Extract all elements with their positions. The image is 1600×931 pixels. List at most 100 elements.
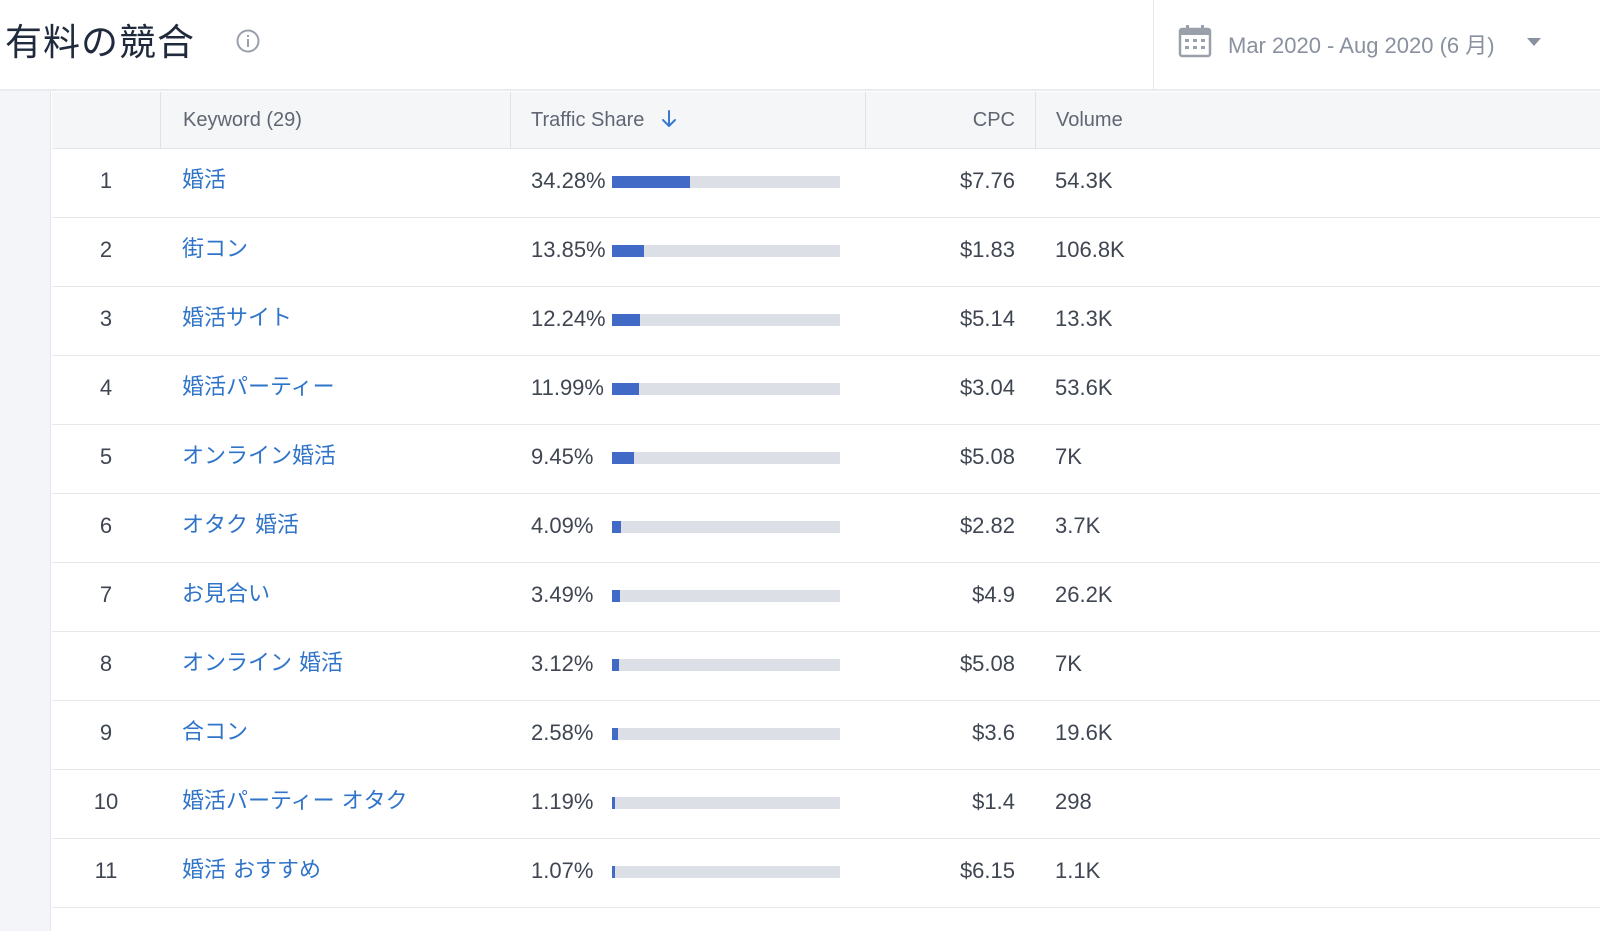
table-header: Keyword (29) Traffic Share CPC Volume <box>52 92 1600 149</box>
cpc-value: $3.6 <box>972 720 1015 745</box>
cpc-value: $4.9 <box>972 582 1015 607</box>
date-range-label: Mar 2020 - Aug 2020 (6 月) <box>1228 33 1495 58</box>
volume-value: 26.2K <box>1055 582 1113 607</box>
traffic-share-bar-fill <box>612 797 615 809</box>
header-volume-label: Volume <box>1056 109 1123 131</box>
page-header: 有料の競合 Mar 2020 - Aug 2020 (6 月) <box>0 0 1600 91</box>
traffic-share-bar-fill <box>612 176 690 188</box>
keyword-link[interactable]: 婚活サイト <box>182 306 293 331</box>
header-traffic-share[interactable]: Traffic Share <box>510 92 865 149</box>
traffic-share-bar <box>612 383 840 395</box>
traffic-share-bar-fill <box>612 452 634 464</box>
keywords-table: Keyword (29) Traffic Share CPC Volume 1 婚… <box>52 92 1600 908</box>
traffic-share-bar <box>612 452 840 464</box>
volume-value: 53.6K <box>1055 375 1113 400</box>
traffic-share-value: 1.07% <box>531 858 594 883</box>
volume-value: 19.6K <box>1055 720 1113 745</box>
traffic-share-bar <box>612 245 840 257</box>
table-row: 9 合コン 2.58% $3.6 19.6K <box>52 701 1600 770</box>
cpc-value: $3.04 <box>959 375 1015 400</box>
table-row: 7 お見合い 3.49% $4.9 26.2K <box>52 563 1600 632</box>
traffic-share-bar-fill <box>612 383 639 395</box>
table-body: 1 婚活 34.28% $7.76 54.3K 2 街コン 13.85% $1.83 106.8K… <box>52 149 1600 908</box>
row-rank: 5 <box>99 444 113 469</box>
row-rank: 1 <box>99 168 113 193</box>
sort-descending-icon[interactable] <box>660 109 678 129</box>
table-row: 4 婚活パーティー 11.99% $3.04 53.6K <box>52 356 1600 425</box>
table-row: 6 オタク 婚活 4.09% $2.82 3.7K <box>52 494 1600 563</box>
row-rank: 11 <box>94 858 118 883</box>
traffic-share-bar-fill <box>612 245 644 257</box>
traffic-share-bar-fill <box>612 866 615 878</box>
cpc-value: $5.08 <box>959 444 1015 469</box>
volume-value: 7K <box>1055 444 1082 469</box>
row-rank: 3 <box>99 306 113 331</box>
header-traffic-share-label: Traffic Share <box>531 109 645 131</box>
traffic-share-value: 4.09% <box>531 513 594 538</box>
traffic-share-value: 9.45% <box>531 444 594 469</box>
header-volume[interactable]: Volume <box>1035 92 1600 149</box>
traffic-share-value: 11.99% <box>531 375 604 400</box>
volume-value: 1.1K <box>1055 858 1101 883</box>
keyword-link[interactable]: オンライン婚活 <box>182 444 337 469</box>
row-rank: 2 <box>99 237 113 262</box>
traffic-share-bar <box>612 590 840 602</box>
date-range-picker[interactable]: Mar 2020 - Aug 2020 (6 月) <box>1153 0 1600 90</box>
table-row: 10 婚活パーティー オタク 1.19% $1.4 298 <box>52 770 1600 839</box>
keyword-link[interactable]: 婚活 おすすめ <box>182 858 321 883</box>
keyword-link[interactable]: お見合い <box>182 582 271 607</box>
page-title: 有料の競合 <box>5 21 195 64</box>
table-row: 5 オンライン婚活 9.45% $5.08 7K <box>52 425 1600 494</box>
cpc-value: $2.82 <box>959 513 1015 538</box>
row-rank: 6 <box>99 513 113 538</box>
traffic-share-value: 3.12% <box>531 651 594 676</box>
traffic-share-bar <box>612 659 840 671</box>
keyword-link[interactable]: 婚活パーティー オタク <box>182 789 408 814</box>
traffic-share-bar <box>612 521 840 533</box>
header-keyword-label: Keyword (29) <box>183 109 302 131</box>
keyword-link[interactable]: 婚活 <box>182 168 227 193</box>
table-row: 8 オンライン 婚活 3.12% $5.08 7K <box>52 632 1600 701</box>
row-rank: 7 <box>99 582 113 607</box>
volume-value: 13.3K <box>1055 306 1113 331</box>
header-cpc[interactable]: CPC <box>865 92 1035 149</box>
volume-value: 298 <box>1055 789 1092 814</box>
header-rank <box>52 92 160 149</box>
traffic-share-bar-fill <box>612 659 619 671</box>
table-row: 1 婚活 34.28% $7.76 54.3K <box>52 149 1600 218</box>
traffic-share-value: 34.28% <box>531 168 606 193</box>
cpc-value: $5.08 <box>959 651 1015 676</box>
keyword-link[interactable]: オタク 婚活 <box>182 513 299 538</box>
traffic-share-bar <box>612 728 840 740</box>
traffic-share-bar-fill <box>612 728 618 740</box>
volume-value: 7K <box>1055 651 1082 676</box>
table-row: 11 婚活 おすすめ 1.07% $6.15 1.1K <box>52 839 1600 908</box>
keyword-link[interactable]: 婚活パーティー <box>182 375 335 400</box>
traffic-share-bar-fill <box>612 521 621 533</box>
traffic-share-bar <box>612 314 840 326</box>
caret-down-icon <box>1527 38 1541 46</box>
header-cpc-label: CPC <box>972 109 1015 131</box>
traffic-share-value: 12.24% <box>531 306 606 331</box>
info-icon[interactable] <box>236 29 260 53</box>
traffic-share-value: 13.85% <box>531 237 606 262</box>
row-rank: 4 <box>99 375 113 400</box>
volume-value: 54.3K <box>1055 168 1113 193</box>
keyword-link[interactable]: オンライン 婚活 <box>182 651 343 676</box>
traffic-share-value: 2.58% <box>531 720 594 745</box>
traffic-share-bar <box>612 797 840 809</box>
cpc-value: $5.14 <box>959 306 1015 331</box>
keyword-link[interactable]: 街コン <box>182 237 249 262</box>
traffic-share-value: 3.49% <box>531 582 594 607</box>
cpc-value: $1.83 <box>959 237 1015 262</box>
header-keyword[interactable]: Keyword (29) <box>160 92 510 149</box>
traffic-share-bar-fill <box>612 314 640 326</box>
table-row: 2 街コン 13.85% $1.83 106.8K <box>52 218 1600 287</box>
keyword-link[interactable]: 合コン <box>182 720 249 745</box>
row-rank: 8 <box>99 651 113 676</box>
traffic-share-bar-fill <box>612 590 620 602</box>
calendar-icon <box>1178 25 1212 58</box>
cpc-value: $1.4 <box>972 789 1015 814</box>
row-rank: 9 <box>99 720 113 745</box>
